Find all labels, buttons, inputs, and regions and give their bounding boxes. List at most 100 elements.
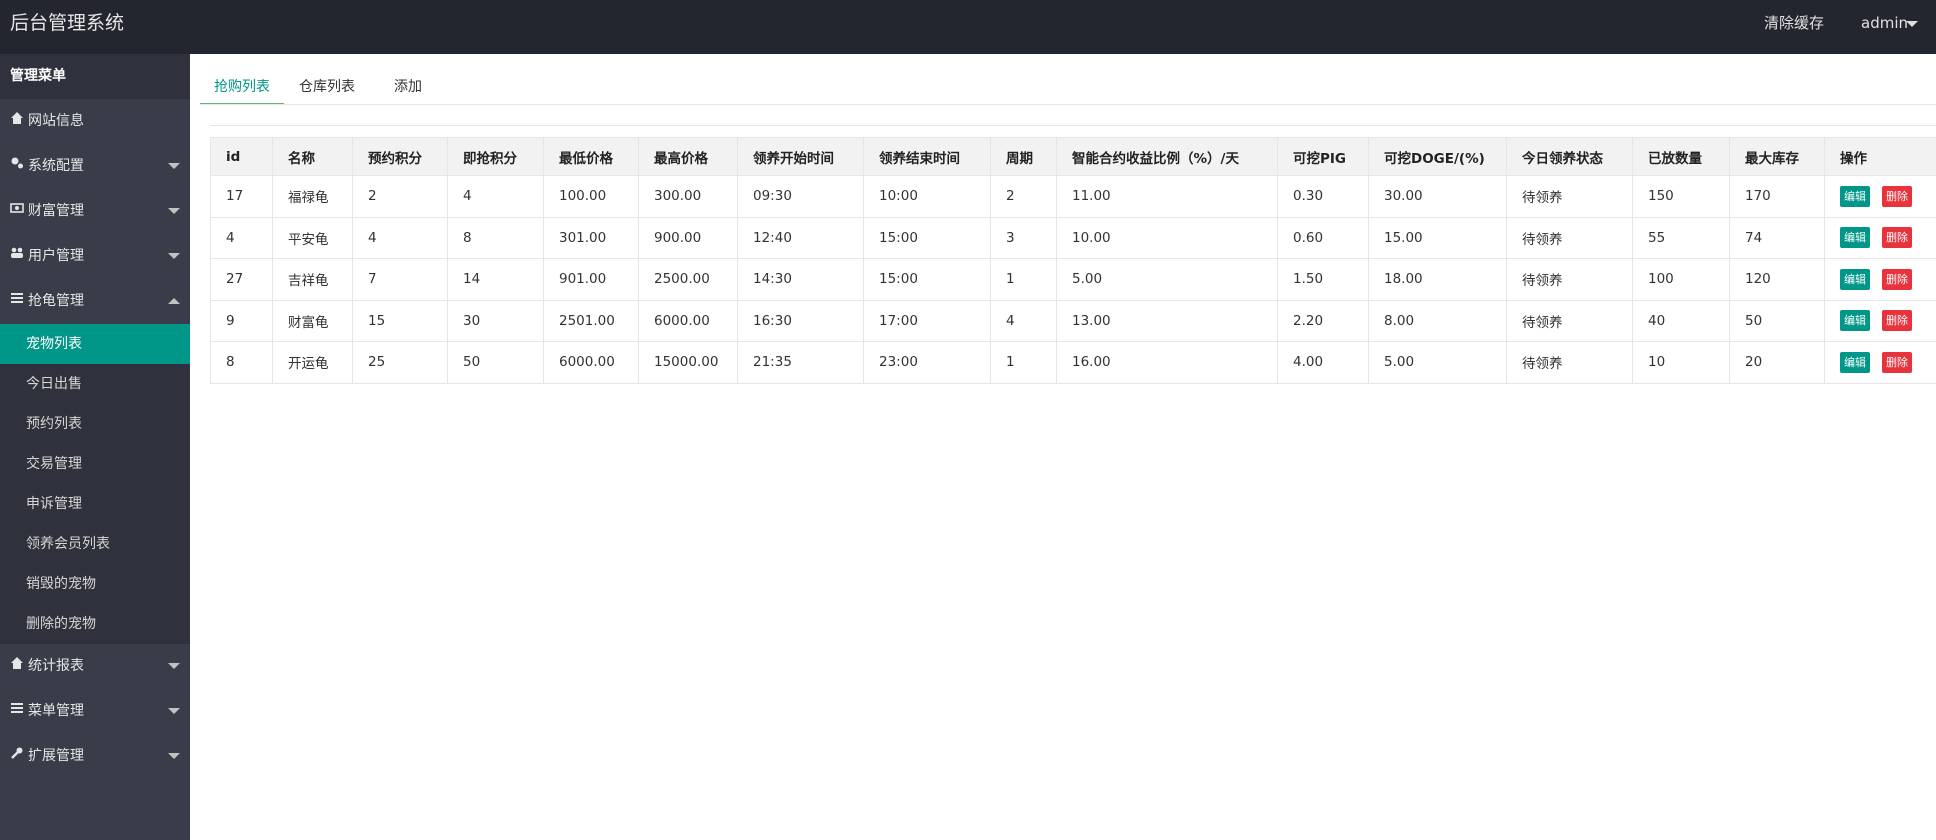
cell: 17:00 xyxy=(863,299,991,342)
menu-icon xyxy=(10,644,28,689)
cell: 09:30 xyxy=(737,175,864,218)
submenu-item[interactable]: 交易管理 xyxy=(0,444,190,484)
menu-item[interactable]: 系统配置 xyxy=(0,144,190,189)
cell: 2 xyxy=(990,175,1057,218)
menu-item[interactable]: 财富管理 xyxy=(0,189,190,234)
menu-caret xyxy=(168,753,180,759)
menu-label: 系统配置 xyxy=(28,158,84,174)
sidebar-heading: 管理菜单 xyxy=(0,54,190,99)
edit-button[interactable]: 编辑 xyxy=(1840,351,1870,373)
submenu-item[interactable]: 宠物列表 xyxy=(0,324,190,364)
cell: 25 xyxy=(352,341,448,384)
divider xyxy=(210,125,1936,126)
menu-item[interactable]: 网站信息 xyxy=(0,99,190,144)
cell: 6000.00 xyxy=(543,341,639,384)
column-header: 操作 xyxy=(1824,137,1936,176)
cell: 财富龟 xyxy=(272,299,353,342)
column-header: 周期 xyxy=(990,137,1057,176)
cell: 8.00 xyxy=(1368,299,1507,342)
cell: 50 xyxy=(447,341,544,384)
cell: 8 xyxy=(210,341,273,384)
cell: 4.00 xyxy=(1277,341,1369,384)
menu-caret xyxy=(168,208,180,214)
user-menu[interactable]: admin xyxy=(1861,14,1908,32)
cell: 福禄龟 xyxy=(272,175,353,218)
cell: 10:00 xyxy=(863,175,991,218)
submenu-item[interactable]: 申诉管理 xyxy=(0,484,190,524)
cell: 1 xyxy=(990,258,1057,301)
edit-button[interactable]: 编辑 xyxy=(1840,185,1870,207)
column-header: 最高价格 xyxy=(638,137,738,176)
column-header: 预约积分 xyxy=(352,137,448,176)
submenu-item[interactable]: 领养会员列表 xyxy=(0,524,190,564)
clear-cache-link[interactable]: 清除缓存 xyxy=(1764,14,1825,32)
menu-icon xyxy=(10,99,28,144)
edit-button[interactable]: 编辑 xyxy=(1840,268,1870,290)
cell: 100.00 xyxy=(543,175,639,218)
app-title: 后台管理系统 xyxy=(10,12,125,34)
column-header: 今日领养状态 xyxy=(1506,137,1633,176)
cell: 40 xyxy=(1632,299,1730,342)
tab[interactable]: 抢购列表 xyxy=(200,70,284,105)
menu-icon xyxy=(10,144,28,189)
table-row: 27 吉祥龟 7 14 901.00 2500.00 14:30 15:00 1 5.00 1.50… xyxy=(210,258,1936,301)
actions-cell: 编辑 删除 xyxy=(1824,299,1936,342)
edit-button[interactable]: 编辑 xyxy=(1840,227,1870,249)
cell: 1.50 xyxy=(1277,258,1369,301)
column-header: 可挖DOGE/(%) xyxy=(1368,137,1507,176)
delete-button[interactable]: 删除 xyxy=(1882,268,1912,290)
delete-button[interactable]: 删除 xyxy=(1882,227,1912,249)
cell: 17 xyxy=(210,175,273,218)
cell: 901.00 xyxy=(543,258,639,301)
cell: 55 xyxy=(1632,216,1730,259)
content: 抢购列表 仓库列表 添加 id 名称 预约积分 即抢积分 最低价格 最高价格 领养开始时间 领养结… xyxy=(190,54,1936,840)
cell: 100 xyxy=(1632,258,1730,301)
menu-item[interactable]: 扩展管理 xyxy=(0,734,190,779)
column-header: 最低价格 xyxy=(543,137,639,176)
cell: 2501.00 xyxy=(543,299,639,342)
tab[interactable]: 添加 xyxy=(394,79,422,95)
edit-button[interactable]: 编辑 xyxy=(1840,310,1870,332)
cell: 待领养 xyxy=(1506,341,1633,384)
column-header: 即抢积分 xyxy=(447,137,544,176)
menu-item[interactable]: 统计报表 xyxy=(0,644,190,689)
delete-button[interactable]: 删除 xyxy=(1882,310,1912,332)
cell: 平安龟 xyxy=(272,216,353,259)
submenu-item[interactable]: 预约列表 xyxy=(0,404,190,444)
menu-item[interactable]: 用户管理 xyxy=(0,234,190,279)
tab[interactable]: 仓库列表 xyxy=(299,79,355,95)
submenu-item[interactable]: 销毁的宠物 xyxy=(0,564,190,604)
menu-label: 统计报表 xyxy=(28,658,84,674)
menu-label: 菜单管理 xyxy=(28,703,84,719)
actions-cell: 编辑 删除 xyxy=(1824,341,1936,384)
cell: 9 xyxy=(210,299,273,342)
cell: 900.00 xyxy=(638,216,738,259)
menu-label: 扩展管理 xyxy=(28,748,84,764)
cell: 待领养 xyxy=(1506,299,1633,342)
cell: 14 xyxy=(447,258,544,301)
menu-label: 抢龟管理 xyxy=(28,293,84,309)
submenu-item[interactable]: 删除的宠物 xyxy=(0,604,190,644)
cell: 4 xyxy=(210,216,273,259)
cell: 4 xyxy=(352,216,448,259)
table-row: 8 开运龟 25 50 6000.00 15000.00 21:35 23:00 1 16.00 4… xyxy=(210,341,1936,384)
submenu-item[interactable]: 今日出售 xyxy=(0,364,190,404)
delete-button[interactable]: 删除 xyxy=(1882,351,1912,373)
cell: 5.00 xyxy=(1368,341,1507,384)
actions-cell: 编辑 删除 xyxy=(1824,216,1936,259)
delete-button[interactable]: 删除 xyxy=(1882,185,1912,207)
menu-label: 财富管理 xyxy=(28,203,84,219)
menu-caret xyxy=(168,663,180,669)
column-header: id xyxy=(210,137,273,176)
sidebar: 管理菜单 网站信息系统配置财富管理用户管理抢龟管理宠物列表 今日出售 预约列表 交易管… xyxy=(0,54,190,840)
cell: 300.00 xyxy=(638,175,738,218)
cell: 150 xyxy=(1632,175,1730,218)
menu-label: 网站信息 xyxy=(28,113,84,129)
cell: 10 xyxy=(1632,341,1730,384)
cell: 27 xyxy=(210,258,273,301)
data-table: id 名称 预约积分 即抢积分 最低价格 最高价格 领养开始时间 领养结束时间 周期 智能合约收益… xyxy=(210,137,1936,384)
cell: 4 xyxy=(990,299,1057,342)
menu-item[interactable]: 菜单管理 xyxy=(0,689,190,734)
menu-item[interactable]: 抢龟管理 xyxy=(0,279,190,324)
